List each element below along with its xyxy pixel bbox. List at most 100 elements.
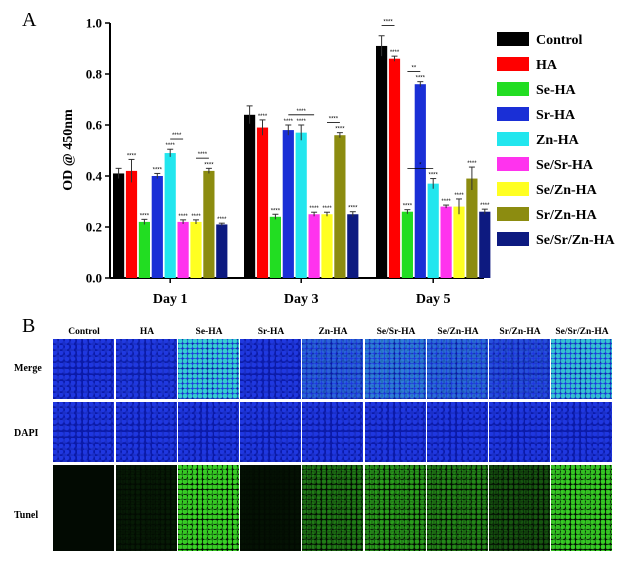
bar [256,127,269,278]
significance-label: **** [480,203,490,209]
microscopy-tile [53,402,114,462]
significance-label: **** [403,204,413,210]
significance-label: **** [166,143,176,149]
bracket-label: **** [198,152,208,158]
significance-label: **** [153,167,163,173]
bar [151,176,163,278]
bracket-label: ** [412,65,417,71]
bar [401,211,413,278]
microscopy-tile [178,402,239,462]
microscopy-tile [427,465,488,551]
microscopy-tile [365,465,426,551]
microscopy-tile [116,402,177,462]
bracket-label: **** [172,133,182,139]
microscopy-tile [116,465,177,551]
legend-label: Se-HA [536,83,577,98]
tunel-staining-panel: B Control HA Se-HA Sr-HA Zn-HA Se/Sr-HA Se/Zn-… [0,315,622,569]
bar [440,206,452,278]
microscopy-tile [240,339,301,399]
column-header: Sr/Zn-HA [499,327,541,337]
significance-label: **** [429,173,439,179]
y-tick-label: 0.0 [86,271,102,286]
y-tick-label: 0.2 [86,220,102,235]
significance-label: **** [178,214,188,220]
bar [203,170,215,278]
y-tick-label: 0.6 [86,118,103,133]
microscopy-tile [53,465,114,551]
significance-label: **** [284,119,294,125]
significance-label: **** [335,127,345,133]
microscopy-tile [178,465,239,551]
legend-swatch [497,82,529,96]
legend-label: Sr-HA [536,108,576,123]
significance-label: **** [297,119,307,125]
significance-label: **** [441,199,451,205]
y-tick-label: 0.8 [86,67,103,82]
legend-label: Se/Sr-HA [536,158,594,173]
bar [295,132,307,278]
significance-label: **** [271,208,281,214]
microscopy-tile [302,465,363,551]
bar [479,211,491,278]
significance-label: **** [191,214,201,220]
microscopy-tile [53,339,114,399]
bracket-label: **** [329,116,339,122]
x-category-label: Day 3 [284,292,319,307]
significance-label: **** [204,162,214,168]
legend-swatch [497,107,529,121]
significance-label: **** [322,206,332,212]
significance-label: **** [217,217,227,223]
microscopy-tile [551,339,612,399]
microscopy-tile [240,465,301,551]
bar [334,135,346,278]
microscopy-tile [551,465,612,551]
legend-label: HA [536,58,558,73]
bar [125,170,138,278]
bracket-label: **** [297,109,307,115]
microscopy-tile [427,339,488,399]
significance-label: **** [454,193,464,199]
legend-swatch [497,57,529,71]
column-header: Zn-HA [318,327,348,337]
bar [453,206,465,278]
y-tick-label: 1.0 [86,16,102,31]
significance-label: **** [416,76,426,82]
bar [244,114,256,278]
column-header: HA [139,327,155,337]
significance-label: **** [140,213,150,219]
significance-label: **** [390,50,400,56]
panel-b-letter: B [22,315,36,337]
bar [282,130,294,278]
legend-swatch [497,132,529,146]
legend-swatch [497,207,529,221]
microscopy-tile [302,339,363,399]
microscopy-tile [489,402,550,462]
legend-label: Se/Zn-HA [536,183,598,198]
microscopy-tile [365,339,426,399]
bar [388,58,401,279]
column-header: Se/Sr/Zn-HA [555,327,609,337]
legend-swatch [497,182,529,196]
significance-label: **** [309,206,319,212]
legend-swatch [497,157,529,171]
bar [138,221,150,278]
microscopy-tile [427,402,488,462]
column-header: Se/Sr-HA [376,327,416,337]
bar [177,221,189,278]
y-axis-title: OD @ 450nm [61,109,76,191]
bracket-label: * [419,162,422,168]
bar [164,153,176,278]
bar [113,173,125,278]
microscopy-tile [489,465,550,551]
bar [466,178,478,278]
significance-label: **** [467,161,477,167]
bar [190,221,202,278]
row-label: DAPI [14,428,39,439]
bar [216,224,228,278]
bar [308,214,320,278]
panel-a-letter: A [22,9,37,31]
microscopy-tile [178,339,239,399]
microscopy-tile [302,402,363,462]
